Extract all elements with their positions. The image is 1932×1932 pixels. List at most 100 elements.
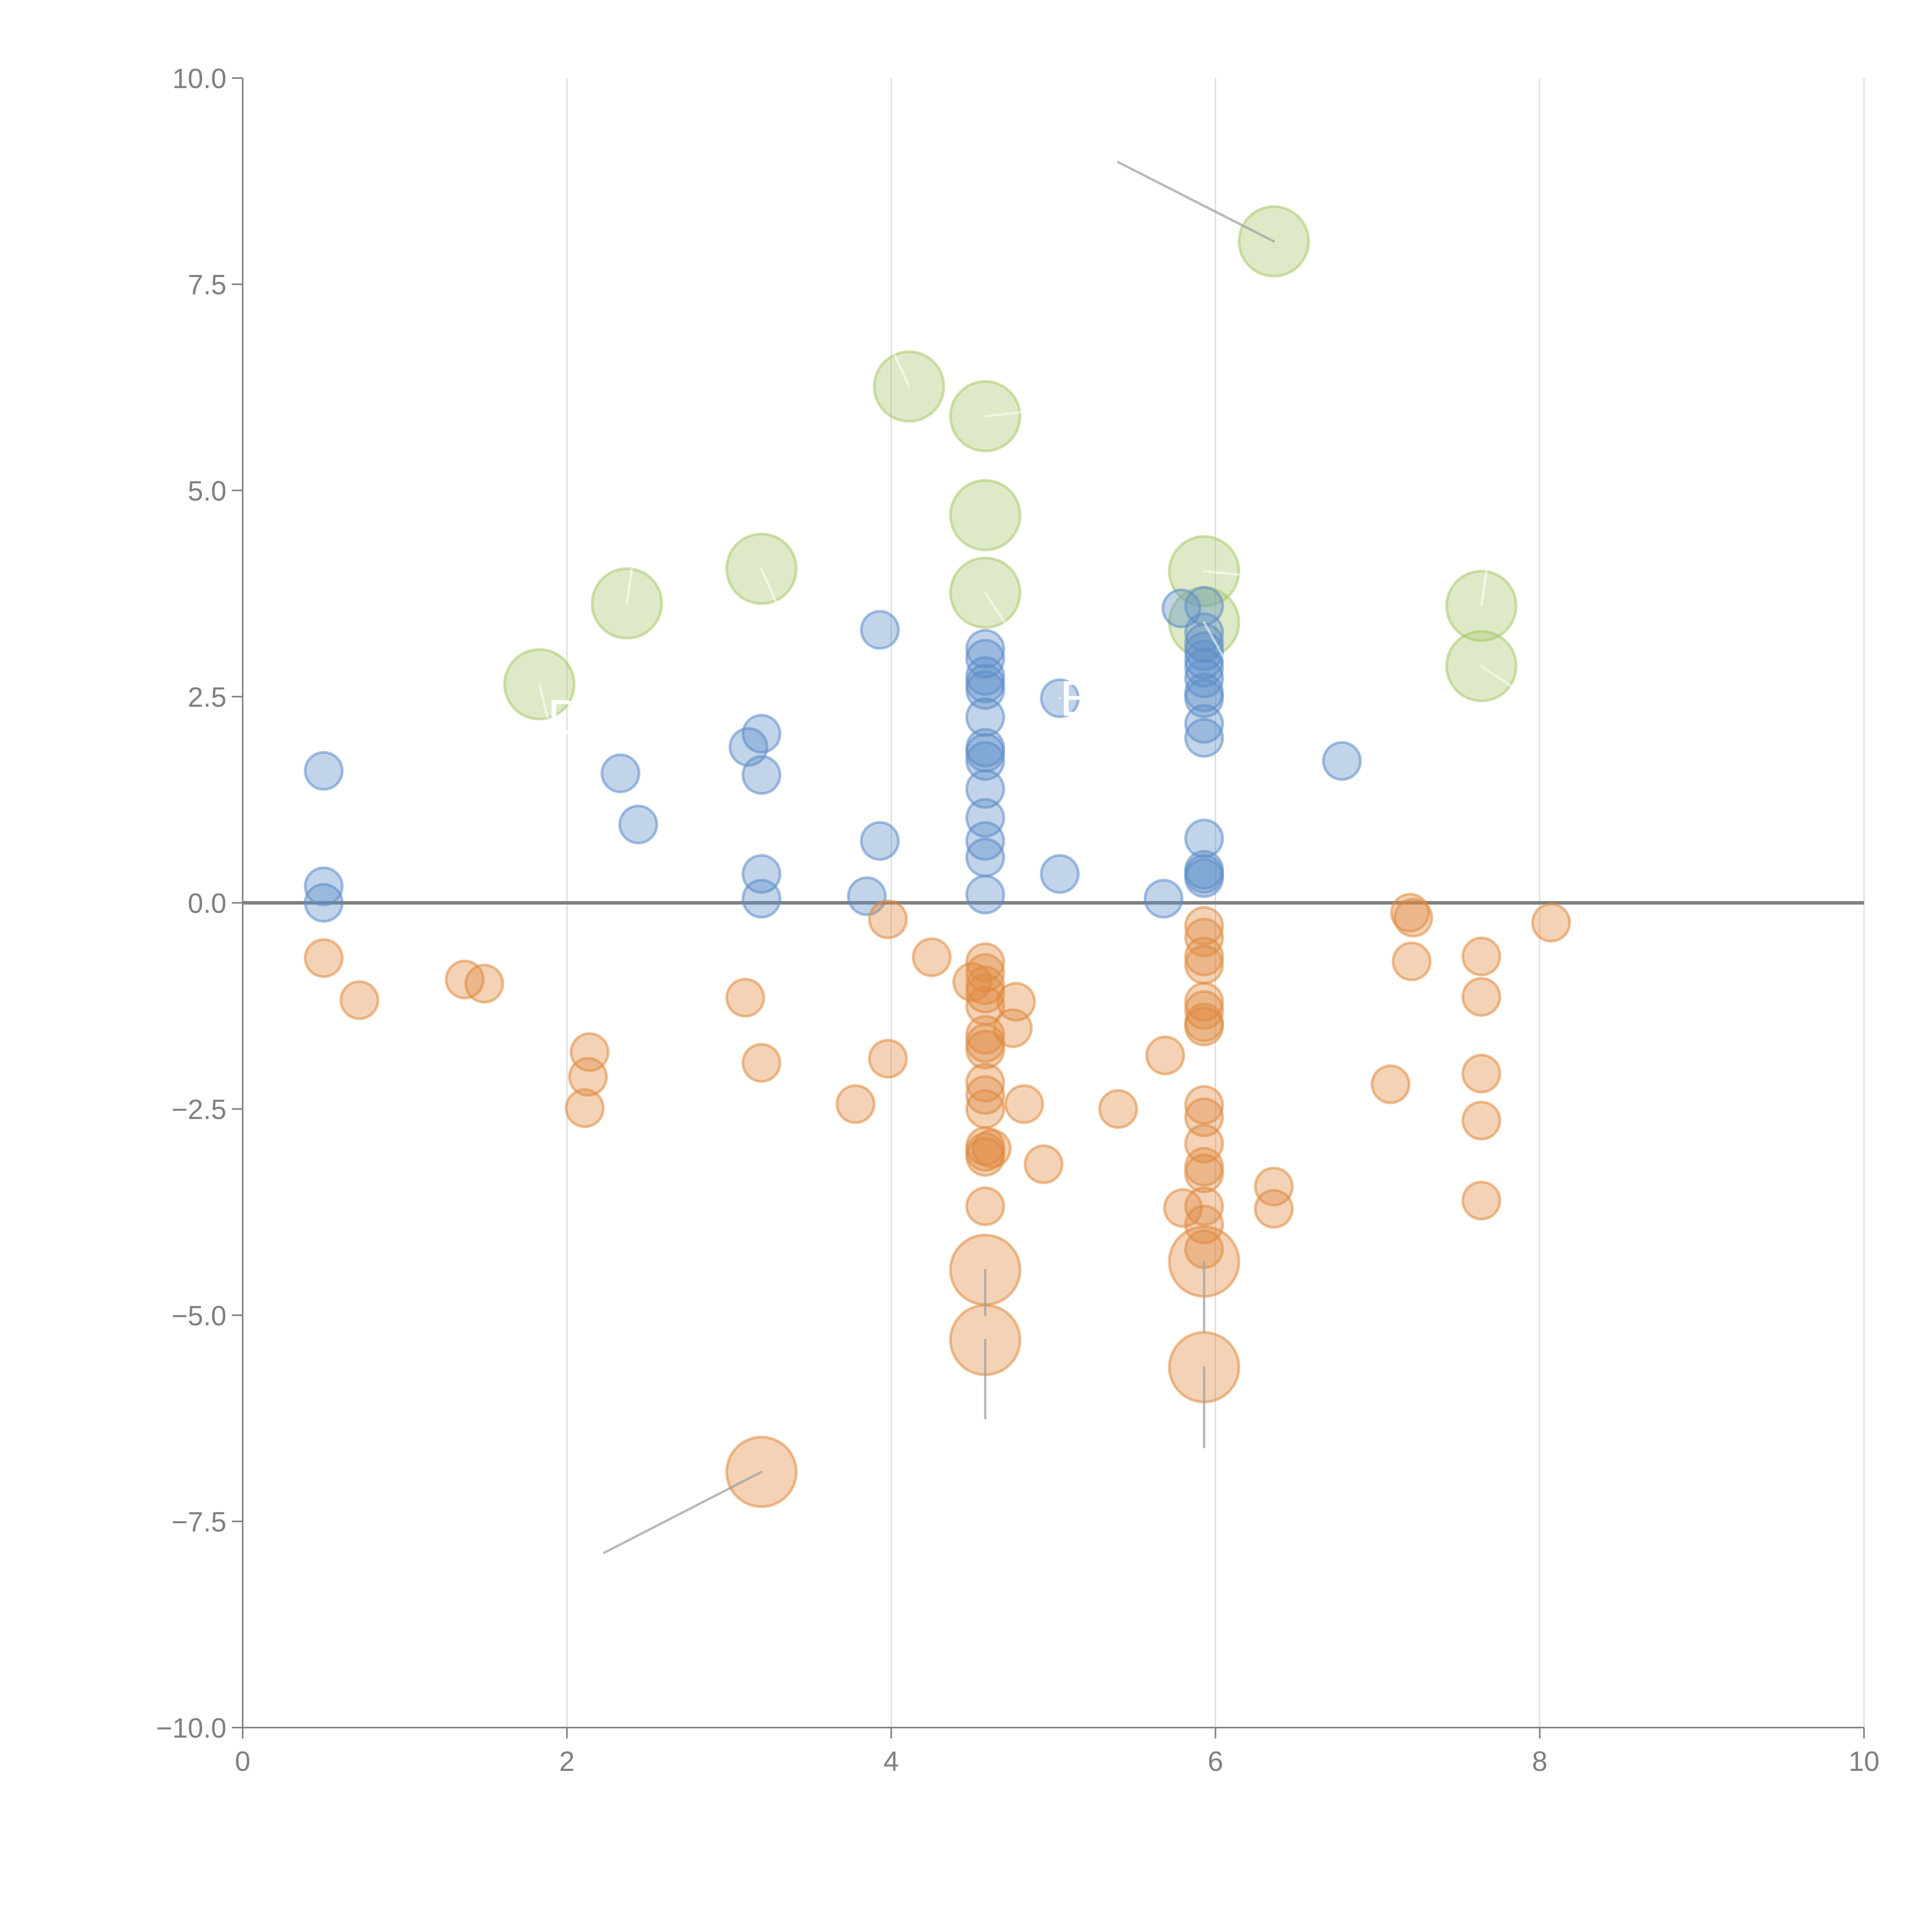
negative-point <box>965 1089 1005 1129</box>
annotation-leader <box>1203 621 1233 673</box>
positive-point <box>965 769 1005 809</box>
positive-point <box>965 670 1005 710</box>
y-tick-label: 7.5 <box>188 270 226 301</box>
negative-point <box>1461 936 1502 976</box>
negative-point <box>1393 898 1434 938</box>
negative-point <box>965 1186 1005 1226</box>
negative-point <box>1163 1188 1203 1228</box>
negative-point <box>565 1088 605 1128</box>
positive-point <box>1040 854 1080 894</box>
positive-point <box>965 821 1005 861</box>
annotation-labels: D E S <box>548 670 1094 1446</box>
y-tick-label: −2.5 <box>172 1094 226 1125</box>
x-tick-label: 6 <box>1208 1746 1223 1777</box>
positive-point <box>1184 858 1224 898</box>
negative-point <box>1531 903 1571 943</box>
negative-point <box>1024 1144 1064 1184</box>
positive-point <box>742 755 782 795</box>
negative-point <box>1371 1064 1411 1104</box>
negative-point <box>742 1043 782 1083</box>
negative-point <box>965 1029 1005 1070</box>
negative-point <box>965 973 1005 1014</box>
annotation-leader <box>1480 559 1489 607</box>
positive-point <box>965 837 1005 878</box>
negative-point <box>868 1039 908 1079</box>
negative-point <box>1184 1007 1224 1047</box>
negative-point <box>1184 1085 1224 1125</box>
annotation-leaders <box>538 161 1528 1554</box>
negative-point <box>1184 1124 1224 1164</box>
y-tick-label: −5.0 <box>172 1301 226 1332</box>
negative-point <box>1184 945 1224 985</box>
negative-point <box>965 1075 1005 1115</box>
positive-point <box>1184 704 1224 744</box>
positive-large-point <box>949 479 1022 551</box>
annotation-leader <box>1117 161 1275 243</box>
negative-point <box>1461 977 1502 1017</box>
negative-point <box>972 1129 1012 1169</box>
x-tick-label: 2 <box>559 1746 575 1777</box>
positive-point <box>742 714 782 754</box>
negative-point <box>304 938 344 978</box>
negative-point <box>1184 1153 1224 1194</box>
negative-point <box>464 964 504 1004</box>
positive-point <box>304 751 344 791</box>
annotation-leader <box>1203 570 1249 577</box>
annotation-leader <box>984 410 1031 418</box>
positive-point <box>304 866 344 906</box>
x-tick-label: 8 <box>1532 1746 1548 1777</box>
positive-point <box>1184 718 1224 758</box>
positive-point <box>860 821 900 861</box>
y-tick-label: 10.0 <box>172 63 226 94</box>
annotation-leader <box>626 568 633 605</box>
positive-point <box>860 610 900 650</box>
negative-point <box>1461 1053 1502 1094</box>
negative-point <box>996 982 1036 1022</box>
negative-point <box>835 1084 876 1124</box>
negative-point <box>1184 906 1224 946</box>
annotation-label: E <box>1060 670 1094 726</box>
negative-point <box>912 937 952 977</box>
negative-point <box>965 942 1005 982</box>
annotation-leader <box>760 568 779 607</box>
negative-point <box>725 978 765 1018</box>
positive-point <box>965 874 1005 915</box>
negative-point <box>1184 990 1224 1030</box>
positive-point <box>965 629 1005 669</box>
annotation-leader <box>984 591 1006 624</box>
annotation-leader <box>893 353 910 388</box>
positive-point <box>1322 741 1362 781</box>
negative-point <box>570 1032 610 1072</box>
negative-point <box>339 980 379 1020</box>
annotation-leader <box>1480 665 1528 698</box>
positive-point <box>742 879 782 919</box>
negative-point <box>965 953 1005 993</box>
positive-point <box>1184 818 1224 859</box>
positive-point <box>304 883 344 923</box>
annotation-leader <box>538 683 549 719</box>
positive-point <box>1143 879 1184 919</box>
negative-point <box>1098 1089 1138 1129</box>
negative-point <box>1004 1084 1044 1124</box>
y-tick-label: −10.0 <box>156 1713 226 1744</box>
y-tick-label: 5.0 <box>188 476 226 507</box>
y-tick-label: −7.5 <box>172 1507 226 1537</box>
annotation-label: D <box>548 689 584 745</box>
positive-point <box>618 804 658 845</box>
negative-point <box>1254 1167 1294 1207</box>
axes <box>232 77 1865 1738</box>
annotation-leader <box>603 1471 763 1554</box>
positive-point <box>965 697 1005 737</box>
positive-point <box>600 753 641 793</box>
negative-point <box>1254 1189 1294 1229</box>
annotation-label: S <box>985 1390 1019 1447</box>
x-tick-label: 0 <box>235 1746 250 1777</box>
negative-point <box>1391 941 1432 981</box>
x-tick-label: 10 <box>1849 1746 1879 1777</box>
negative-point <box>868 899 908 939</box>
negative-point <box>1461 1180 1502 1221</box>
tick-labels: 0 2 4 6 8 10 10.0 7.5 5.0 2.5 0.0 −2.5 −5.0 −7.5 −10.0 <box>156 63 1879 1777</box>
positive-point <box>965 741 1005 781</box>
negative-point <box>1461 1100 1502 1141</box>
